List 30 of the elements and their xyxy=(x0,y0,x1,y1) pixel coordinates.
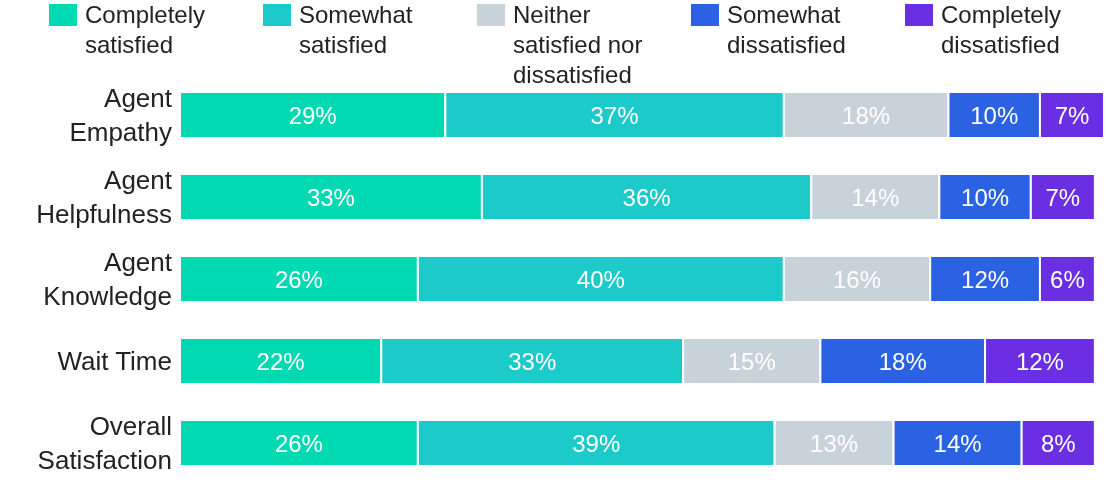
y-tick-label: Agent Knowledge xyxy=(43,247,173,311)
legend-label: Neither satisfied nor dissatisfied xyxy=(513,0,644,90)
legend-label: Somewhat satisfied xyxy=(299,0,414,60)
data-label: 29% xyxy=(288,101,337,129)
y-tick-label: Agent Helpfulness xyxy=(36,165,173,229)
data-label: 10% xyxy=(961,183,1010,211)
data-label: 26% xyxy=(274,429,323,457)
legend-label: Completely satisfied xyxy=(85,0,207,60)
data-label: 26% xyxy=(274,265,323,293)
data-label: 36% xyxy=(622,183,671,211)
data-label: 39% xyxy=(572,429,621,457)
data-label: 12% xyxy=(1015,347,1064,375)
data-label: 7% xyxy=(1045,183,1081,211)
data-label: 12% xyxy=(961,265,1010,293)
y-tick-label: Agent Empathy xyxy=(69,83,173,147)
data-label: 33% xyxy=(508,347,557,375)
data-label: 10% xyxy=(970,101,1019,129)
data-label: 37% xyxy=(590,101,639,129)
data-label: 22% xyxy=(256,347,305,375)
data-label: 33% xyxy=(306,183,355,211)
data-label: 6% xyxy=(1050,265,1085,293)
legend-label: Completely dissatisfied xyxy=(941,0,1063,60)
y-tick-label: Wait Time xyxy=(57,346,172,376)
data-label: 18% xyxy=(878,347,927,375)
y-tick-label: Overall Satisfaction xyxy=(37,411,172,475)
legend-label: Somewhat dissatisfied xyxy=(727,0,847,60)
data-label: 7% xyxy=(1054,101,1090,129)
data-label: 8% xyxy=(1040,429,1076,457)
data-label: 40% xyxy=(576,265,625,293)
data-label: 14% xyxy=(933,429,982,457)
